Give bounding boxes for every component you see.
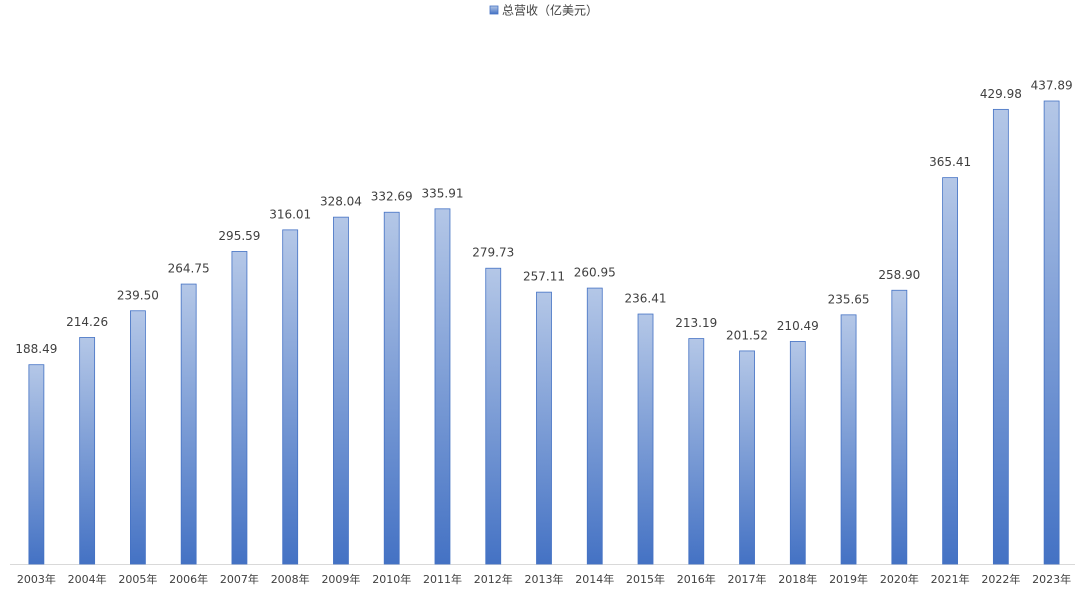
- x-tick-label: 2016年: [677, 572, 716, 586]
- x-tick-label: 2018年: [778, 572, 817, 586]
- x-tick-label: 2008年: [271, 572, 310, 586]
- bar: [282, 229, 299, 565]
- legend-swatch: [489, 5, 499, 15]
- legend: 总营收（亿美元）: [489, 3, 598, 18]
- value-label: 214.26: [66, 315, 108, 329]
- x-tick-label: 2006年: [169, 572, 208, 586]
- x-tick-label: 2009年: [321, 572, 360, 586]
- bar: [383, 211, 400, 565]
- x-tick-label: 2010年: [372, 572, 411, 586]
- bar: [637, 313, 654, 565]
- bar: [434, 208, 451, 565]
- bar: [891, 289, 908, 565]
- value-label: 437.89: [1031, 79, 1073, 93]
- value-label: 235.65: [828, 292, 870, 306]
- x-tick-label: 2005年: [118, 572, 157, 586]
- bar: [536, 291, 552, 565]
- x-tick-label: 2021年: [931, 572, 970, 586]
- value-label: 260.95: [574, 266, 616, 280]
- bar: [79, 337, 96, 565]
- value-label: 210.49: [777, 319, 819, 333]
- bar: [231, 251, 248, 565]
- bar: [840, 314, 857, 565]
- bar: [789, 341, 806, 565]
- x-tick-label: 2014年: [575, 572, 614, 586]
- bar: [28, 364, 45, 565]
- value-label: 365.41: [929, 155, 971, 169]
- x-tick-label: 2019年: [829, 572, 868, 586]
- x-tick-label: 2011年: [423, 572, 462, 586]
- value-label: 332.69: [371, 190, 413, 204]
- x-tick-label: 2013年: [525, 572, 564, 586]
- x-tick-label: 2022年: [981, 572, 1020, 586]
- value-label: 239.50: [117, 288, 159, 302]
- value-label: 188.49: [15, 342, 57, 356]
- value-label: 295.59: [218, 229, 260, 243]
- value-label: 257.11: [523, 270, 565, 284]
- bar: [485, 267, 502, 565]
- x-tick-label: 2017年: [728, 572, 767, 586]
- value-label: 328.04: [320, 195, 362, 209]
- x-tick-label: 2007年: [220, 572, 259, 586]
- bar: [942, 177, 958, 565]
- value-label: 258.90: [878, 268, 920, 282]
- bar: [333, 216, 349, 565]
- value-label: 279.73: [472, 246, 514, 260]
- x-tick-label: 2012年: [474, 572, 513, 586]
- x-tick-label: 2023年: [1032, 572, 1071, 586]
- x-tick-label: 2015年: [626, 572, 665, 586]
- value-label: 316.01: [269, 207, 311, 221]
- value-label: 236.41: [625, 292, 667, 306]
- x-tick-label: 2020年: [880, 572, 919, 586]
- value-label: 201.52: [726, 328, 768, 342]
- value-label: 264.75: [168, 262, 210, 276]
- x-tick-label: 2004年: [68, 572, 107, 586]
- bar: [739, 350, 755, 565]
- x-tick-label: 2003年: [17, 572, 56, 586]
- bar: [1043, 100, 1060, 565]
- value-label: 213.19: [675, 316, 717, 330]
- bar: [180, 283, 197, 565]
- bar: [992, 108, 1009, 565]
- value-label: 335.91: [421, 186, 463, 200]
- bar: [586, 287, 603, 565]
- bar: [688, 338, 705, 565]
- value-label: 429.98: [980, 87, 1022, 101]
- legend-label: 总营收（亿美元）: [502, 3, 598, 18]
- bar: [130, 310, 146, 565]
